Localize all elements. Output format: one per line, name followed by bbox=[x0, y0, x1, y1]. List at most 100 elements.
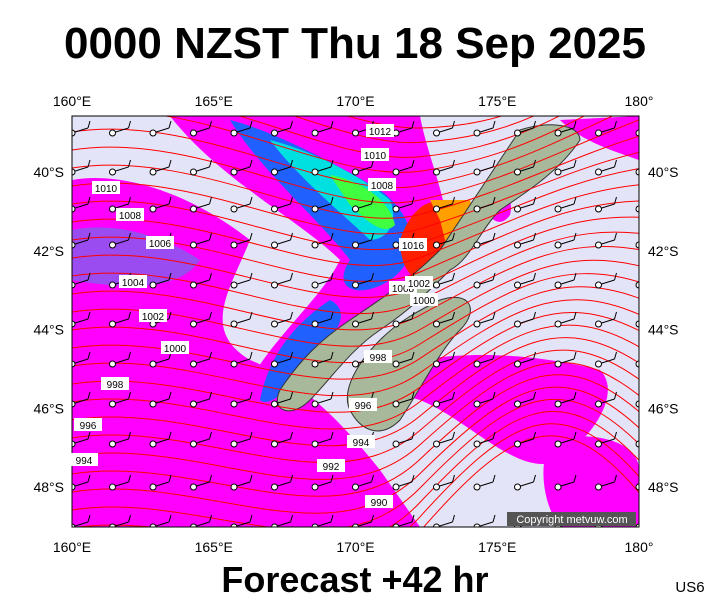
station bbox=[635, 320, 639, 328]
barb bbox=[249, 232, 253, 241]
station bbox=[473, 281, 481, 289]
station bbox=[514, 129, 521, 137]
lat-label: 44°S bbox=[648, 322, 679, 338]
station bbox=[433, 360, 440, 368]
barb bbox=[330, 272, 334, 281]
station bbox=[595, 440, 602, 448]
barb bbox=[128, 196, 131, 205]
rain-area bbox=[72, 227, 200, 286]
isobar-label: 998 bbox=[370, 353, 387, 364]
station bbox=[190, 205, 197, 213]
isobar-label: 994 bbox=[76, 456, 93, 467]
lat-label: 48°S bbox=[33, 479, 64, 495]
station bbox=[595, 281, 602, 289]
station bbox=[595, 241, 602, 249]
barb bbox=[452, 391, 455, 400]
isobar-label: 1010 bbox=[364, 151, 387, 162]
station bbox=[473, 168, 481, 176]
barb bbox=[452, 159, 455, 168]
subtitle: Forecast +42 hr bbox=[221, 559, 488, 600]
barb bbox=[573, 474, 577, 483]
barb bbox=[128, 232, 131, 241]
isobar-label: 992 bbox=[323, 462, 340, 473]
station bbox=[149, 360, 157, 368]
barb bbox=[411, 514, 415, 523]
station bbox=[190, 281, 197, 289]
station bbox=[554, 241, 562, 249]
barb bbox=[209, 514, 212, 523]
barb bbox=[638, 363, 639, 364]
station bbox=[271, 523, 278, 527]
barb bbox=[168, 159, 172, 168]
barb bbox=[330, 196, 334, 205]
isobar-label-box bbox=[146, 236, 174, 249]
station bbox=[72, 320, 76, 328]
station bbox=[554, 440, 562, 448]
lon-label: 170°E bbox=[336, 539, 374, 555]
lat-label: 42°S bbox=[648, 243, 679, 259]
station bbox=[190, 400, 197, 408]
station bbox=[109, 440, 116, 448]
barb bbox=[168, 272, 172, 281]
barb bbox=[168, 474, 172, 483]
barb bbox=[87, 351, 91, 360]
station bbox=[311, 129, 319, 137]
isobar bbox=[292, 116, 535, 144]
barb bbox=[290, 232, 293, 241]
station bbox=[230, 523, 238, 527]
barb bbox=[573, 196, 577, 205]
barb bbox=[573, 351, 577, 360]
barb bbox=[452, 474, 455, 483]
title: 0000 NZST Thu 18 Sep 2025 bbox=[64, 19, 646, 68]
barb bbox=[290, 120, 293, 129]
barb bbox=[290, 272, 293, 281]
station bbox=[554, 320, 562, 328]
barb bbox=[452, 311, 455, 320]
station bbox=[514, 281, 521, 289]
isobar bbox=[72, 398, 639, 527]
isobar-label: 1008 bbox=[371, 181, 394, 192]
heavy-rain bbox=[260, 300, 341, 402]
barb bbox=[290, 311, 293, 320]
barb bbox=[492, 311, 496, 320]
station bbox=[72, 400, 76, 408]
station bbox=[190, 440, 197, 448]
isobar bbox=[72, 337, 639, 447]
wind-barbs bbox=[72, 120, 639, 527]
station bbox=[514, 320, 521, 328]
station bbox=[190, 523, 197, 527]
barb bbox=[614, 120, 617, 129]
station bbox=[149, 440, 157, 448]
station bbox=[230, 320, 238, 328]
station bbox=[109, 241, 116, 249]
station bbox=[72, 241, 76, 249]
barb bbox=[614, 159, 617, 168]
isobar-label: 1000 bbox=[413, 296, 436, 307]
station bbox=[271, 320, 278, 328]
barb bbox=[411, 431, 415, 440]
station bbox=[514, 440, 521, 448]
barb bbox=[209, 232, 212, 241]
barb bbox=[330, 514, 334, 523]
station bbox=[149, 523, 157, 527]
barb bbox=[128, 514, 131, 523]
code: US6 bbox=[675, 579, 704, 596]
station bbox=[433, 400, 440, 408]
station bbox=[392, 440, 400, 448]
barb bbox=[87, 474, 91, 483]
station bbox=[149, 168, 157, 176]
barb bbox=[371, 391, 374, 400]
lat-label: 46°S bbox=[33, 400, 64, 416]
barb bbox=[452, 272, 455, 281]
rain-area bbox=[543, 436, 639, 527]
barb bbox=[492, 196, 496, 205]
barb bbox=[87, 311, 91, 320]
station bbox=[190, 320, 197, 328]
isobar bbox=[72, 116, 614, 189]
heavy-rain bbox=[230, 120, 412, 291]
station bbox=[392, 360, 400, 368]
station bbox=[149, 400, 157, 408]
station bbox=[190, 129, 197, 137]
station bbox=[311, 400, 319, 408]
station bbox=[595, 320, 602, 328]
